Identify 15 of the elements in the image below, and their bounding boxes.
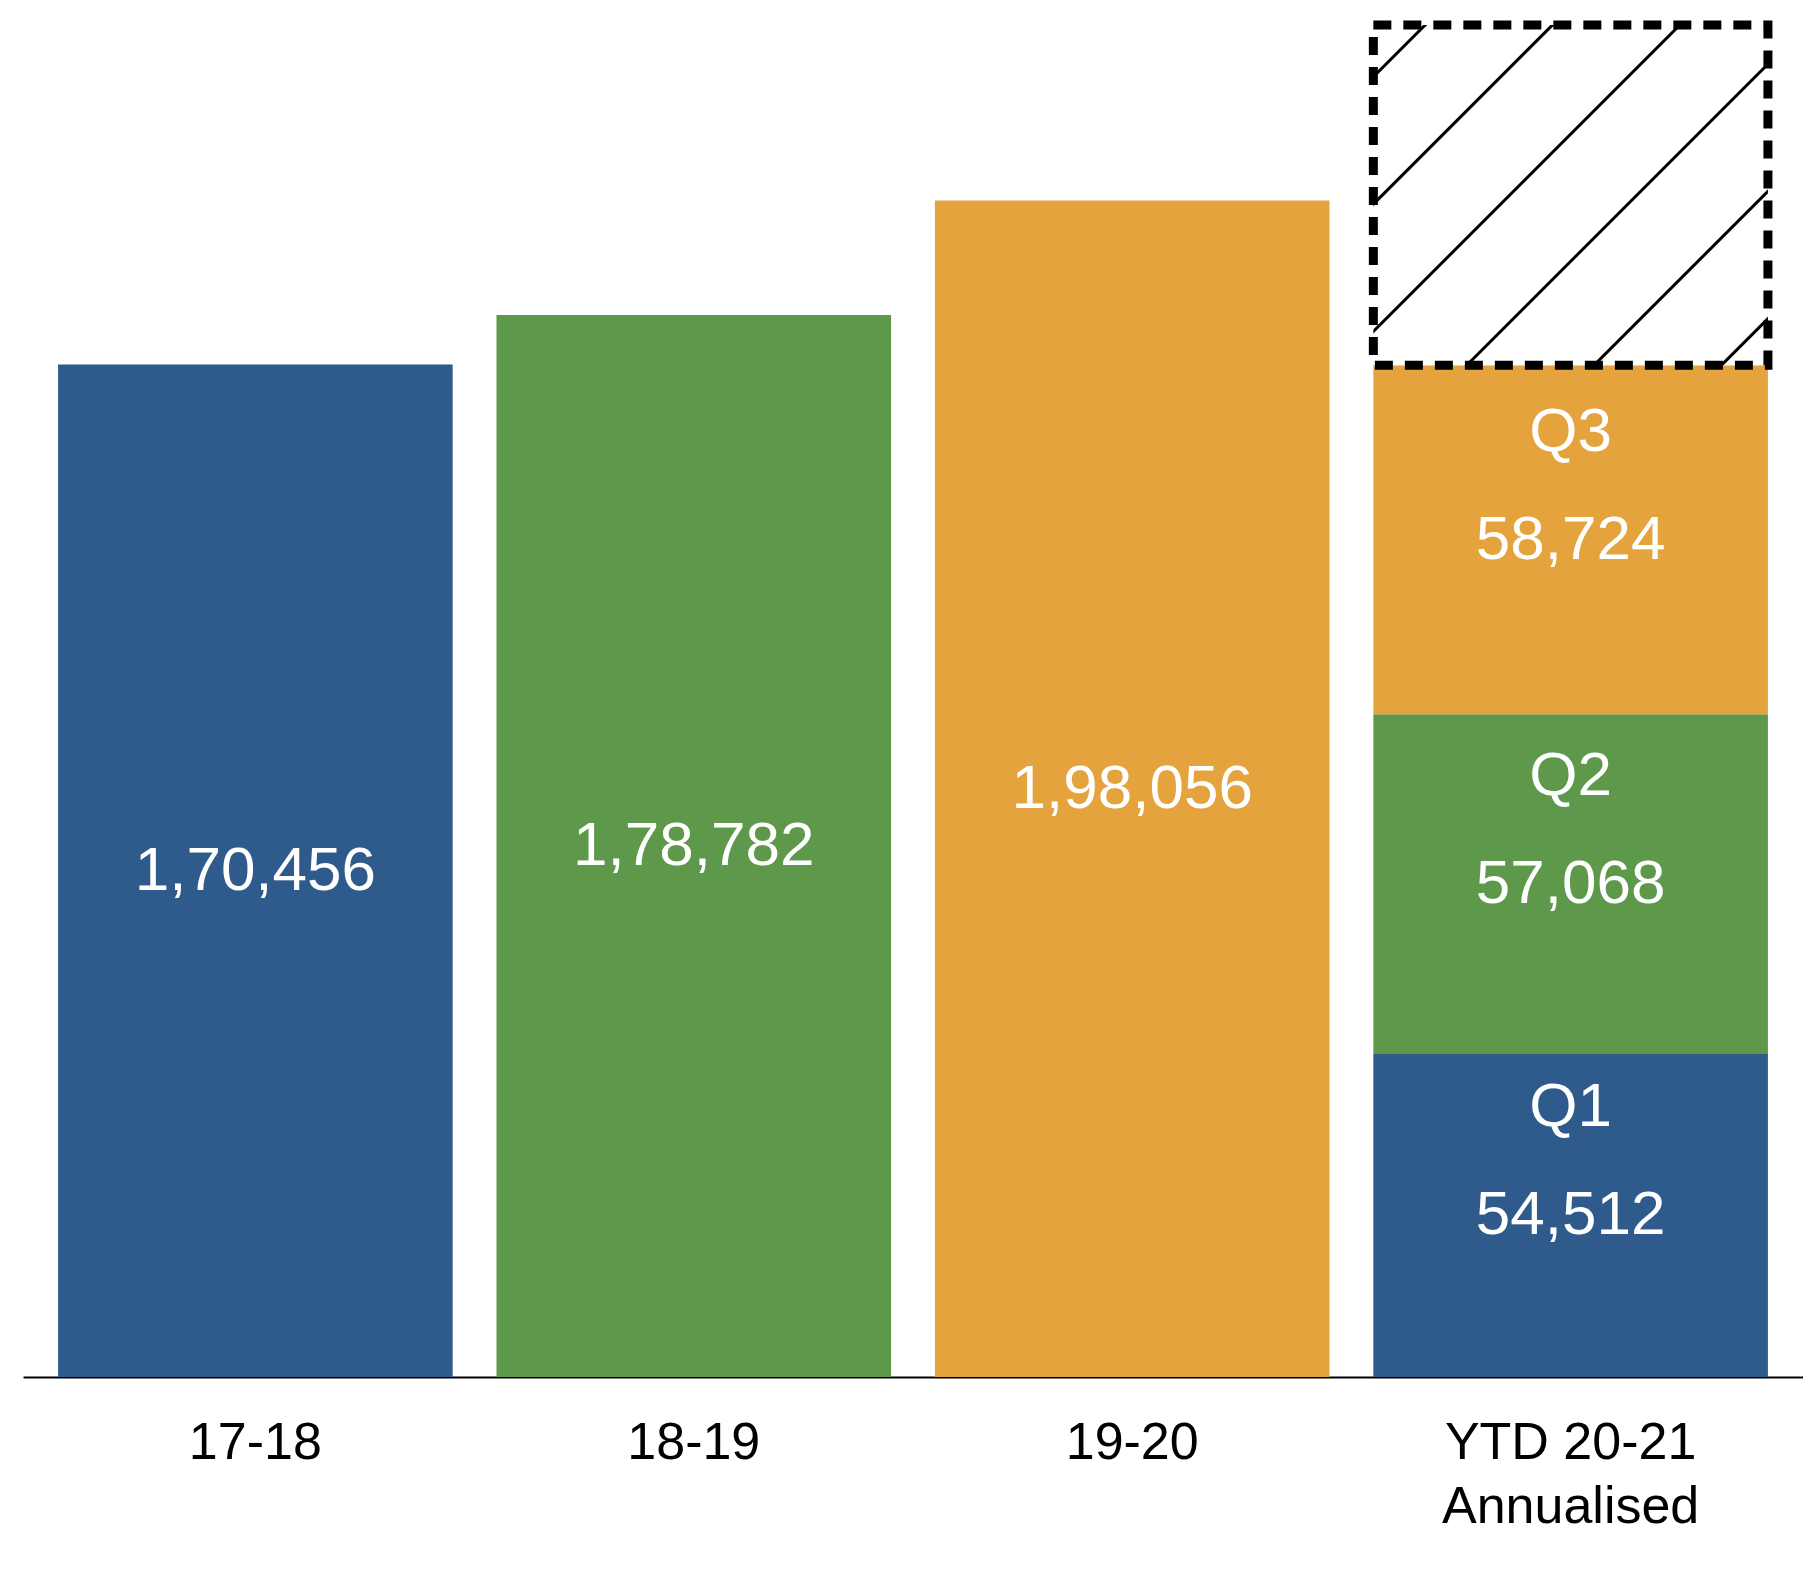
x-tick-label: 19-20 xyxy=(1065,1411,1199,1470)
data-label: 57,068 xyxy=(1475,846,1666,916)
x-tick-label: 17-18 xyxy=(188,1411,322,1470)
x-tick-label: YTD 20-21 Annualised xyxy=(1441,1411,1700,1534)
x-tick-label: 18-19 xyxy=(627,1411,761,1470)
data-label: 1,78,782 xyxy=(573,809,815,878)
data-label: 54,512 xyxy=(1475,1178,1666,1248)
series-label: Q1 xyxy=(1529,1070,1612,1140)
bar xyxy=(1373,1053,1768,1377)
series-label: Q2 xyxy=(1529,738,1612,808)
series-label: Q3 xyxy=(1529,394,1612,464)
data-label: 58,724 xyxy=(1475,502,1666,572)
bar xyxy=(1373,714,1768,1054)
data-label: 1,70,456 xyxy=(134,833,377,903)
data-label: 1,98,056 xyxy=(1011,751,1253,821)
